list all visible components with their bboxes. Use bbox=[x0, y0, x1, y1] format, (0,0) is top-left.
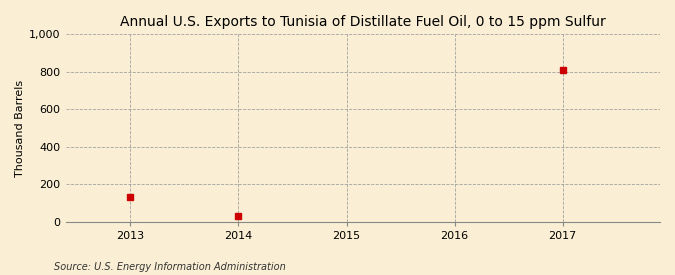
Y-axis label: Thousand Barrels: Thousand Barrels bbox=[15, 79, 25, 177]
Text: Source: U.S. Energy Information Administration: Source: U.S. Energy Information Administ… bbox=[54, 262, 286, 272]
Title: Annual U.S. Exports to Tunisia of Distillate Fuel Oil, 0 to 15 ppm Sulfur: Annual U.S. Exports to Tunisia of Distil… bbox=[120, 15, 605, 29]
